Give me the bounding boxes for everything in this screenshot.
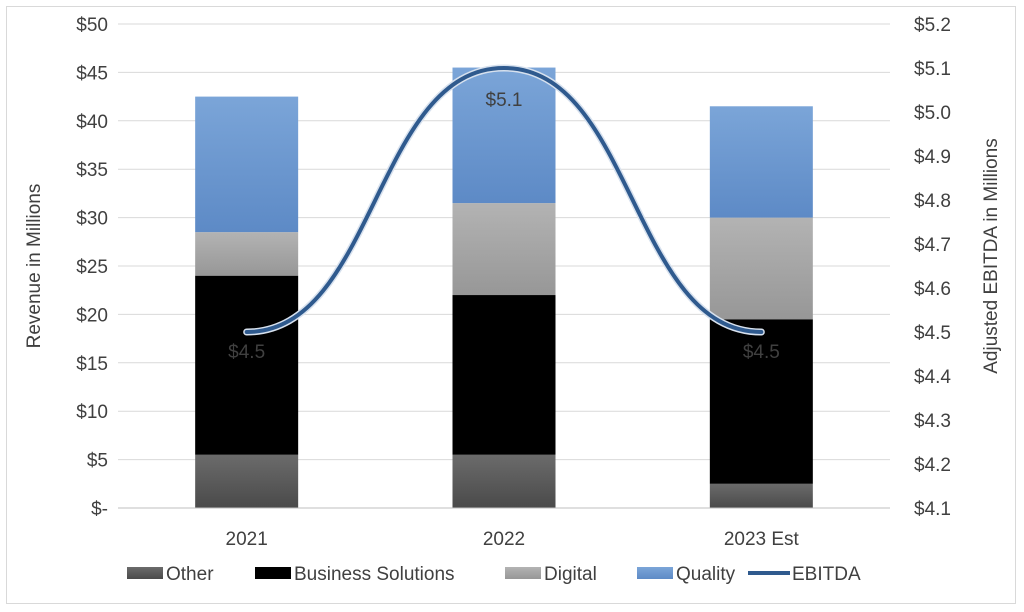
ebitda-line <box>244 65 764 334</box>
legend: Other Business Solutions Digital Quality EBI… <box>127 564 861 585</box>
legend-label: Quality <box>676 564 736 585</box>
legend-item-ebitda: EBITDA <box>748 564 861 585</box>
y-tick-label: $25 <box>76 257 108 278</box>
y-tick-label: $35 <box>76 160 108 181</box>
bar-business-solutions-2021 <box>195 275 299 455</box>
bar-stacks <box>195 67 813 508</box>
y2-tick-label: $4.2 <box>914 455 951 476</box>
legend-swatch <box>637 567 673 579</box>
x-tick-label: 2021 <box>226 529 268 550</box>
y2-tick-label: $4.9 <box>914 147 951 168</box>
y-tick-label: $20 <box>76 305 108 326</box>
bar-digital-2022 <box>452 203 556 296</box>
ebitda-data-label: $4.5 <box>743 342 780 363</box>
y-tick-label: $30 <box>76 209 108 230</box>
y-tick-label: $50 <box>76 15 108 36</box>
bar-other-2022 <box>452 454 556 508</box>
y2-tick-label: $4.1 <box>914 499 951 520</box>
legend-item-digital: Digital <box>505 564 597 585</box>
bar-digital-2021 <box>195 232 299 276</box>
ebitda-data-label: $4.5 <box>228 342 265 363</box>
bar-digital-2023-est <box>709 217 813 320</box>
y-tick-label: $40 <box>76 112 108 133</box>
y2-tick-label: $5.0 <box>914 103 951 124</box>
bar-other-2023-est <box>709 483 813 508</box>
bar-business-solutions-2023-est <box>709 319 813 484</box>
y2-tick-label: $4.4 <box>914 367 951 388</box>
y-tick-label: $45 <box>76 63 108 84</box>
legend-item-other: Other <box>127 564 214 585</box>
bar-quality-2023-est <box>709 106 813 218</box>
y-tick-label: $10 <box>76 402 108 423</box>
y2-tick-label: $5.1 <box>914 59 951 80</box>
y2-tick-label: $4.6 <box>914 279 951 300</box>
legend-label: Other <box>166 564 214 585</box>
bar-quality-2022 <box>452 67 556 204</box>
legend-label: Digital <box>544 564 597 585</box>
y-axis-title: Revenue in Millions <box>24 184 45 349</box>
ebitda-data-label: $5.1 <box>486 90 523 111</box>
y2-tick-label: $4.8 <box>914 191 951 212</box>
y2-tick-label: $4.3 <box>914 411 951 432</box>
bar-quality-2021 <box>195 96 299 233</box>
x-tick-label: 2022 <box>483 529 525 550</box>
bar-business-solutions-2022 <box>452 295 556 455</box>
legend-label: EBITDA <box>792 564 861 585</box>
y-tick-label: $15 <box>76 354 108 375</box>
legend-item-quality: Quality <box>637 564 736 585</box>
y2-axis-title: Adjusted EBITDA in Millions <box>981 138 1002 374</box>
legend-swatch <box>505 567 541 579</box>
y2-tick-label: $4.7 <box>914 235 951 256</box>
y2-tick-label: $4.5 <box>914 323 951 344</box>
axes: $- $5 $10 $15 $20 $25 $30 $35 $40 $45 $50 $4.1 $4.2 $… <box>24 15 1002 550</box>
y-tick-label: $- <box>91 499 108 520</box>
legend-swatch <box>255 567 291 579</box>
legend-swatch <box>127 567 163 579</box>
legend-label: Business Solutions <box>294 564 455 585</box>
y2-tick-label: $5.2 <box>914 15 951 36</box>
x-tick-label: 2023 Est <box>724 529 800 550</box>
ebitda-line-layer: $4.5 $5.1 $4.5 <box>228 64 780 363</box>
y-tick-label: $5 <box>87 451 108 472</box>
bar-other-2021 <box>195 454 299 508</box>
legend-item-business-solutions: Business Solutions <box>255 564 455 585</box>
